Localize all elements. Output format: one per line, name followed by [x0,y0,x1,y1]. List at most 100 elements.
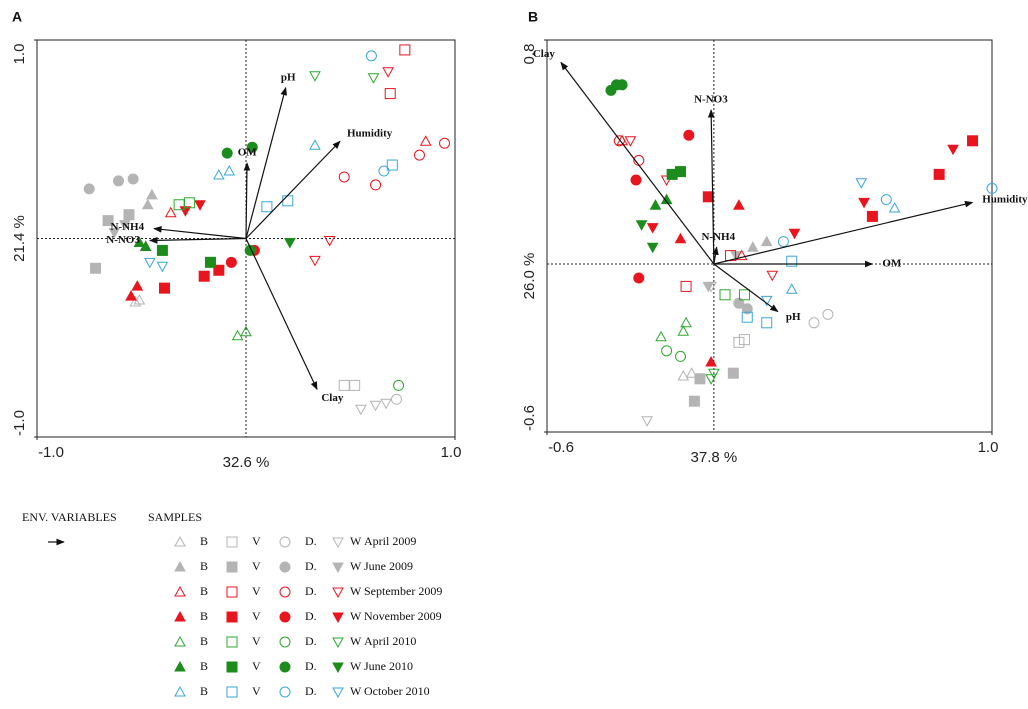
variable-arrow [713,263,779,313]
sample-point [156,244,168,256]
sample-point [947,144,959,156]
sample-point [231,329,244,341]
legend-symbol [174,560,186,572]
sample-point [284,237,296,249]
sample-point [221,147,233,159]
sample-point [677,325,690,336]
sample-point [866,210,878,222]
sample-point [349,379,361,391]
sample-point [855,178,868,189]
legend-period: June 2009 [364,559,413,573]
sample-point [113,175,125,187]
sample-point [125,290,137,301]
sample-point [685,367,698,378]
legend-marker-label: V [252,684,261,698]
sample-point [131,280,144,291]
legend-marker-label: D. [305,634,317,648]
sample-point [141,198,154,210]
sample-point [386,159,398,171]
sample-point [675,350,686,362]
legend-marker-label: B [200,534,208,548]
legend-marker-label: D. [305,609,317,623]
y-axis-label: 26.0 % [521,253,538,300]
sample-point [674,232,687,244]
sample-point [967,135,979,147]
legend-symbol [226,586,238,598]
x-axis-label: 37.8 % [691,449,738,466]
sample-point [741,303,753,315]
sample-point [641,416,653,427]
variable-label: N-NH4 [110,221,144,233]
legend-marker-label: V [252,559,261,573]
legend-marker-label: B [200,584,208,598]
sample-point [933,168,945,180]
legend-period: November 2009 [364,609,442,623]
legend-marker-label: B [200,559,208,573]
sample-point [738,334,750,346]
sample-point [378,165,390,177]
sample-point [212,168,225,180]
legend-symbol [279,636,291,648]
sample-point [108,228,121,239]
sample-point [746,241,759,252]
sample-point [309,255,321,267]
sample-point [384,88,396,100]
legend-period: June 2010 [364,659,413,673]
legend-symbol [279,686,291,698]
variable-arrow [713,200,974,265]
sample-point [785,283,798,294]
variable-label: pH [786,311,801,323]
sample-point [655,330,667,342]
sample-point [127,173,139,185]
legend-symbol [332,562,344,574]
sample-point [705,374,717,385]
variable-label: N-NO3 [106,234,140,246]
sample-point [338,379,350,391]
legend-marker-label: V [252,634,261,648]
variable-label: N-NO3 [694,94,728,106]
sample-point [370,179,382,191]
sample-point [164,206,177,218]
sample-point [179,206,192,217]
variable-label: Clay [533,48,556,60]
sample-point [380,398,392,410]
sample-point [282,195,294,207]
variable-label: OM [238,147,258,159]
sample-point [194,200,206,211]
sample-point [158,282,170,294]
sample-point [661,345,673,357]
legend-marker-label: W [350,684,362,698]
sample-point [727,367,739,379]
sample-point [633,272,645,284]
sample-point [635,220,648,231]
sample-point [225,256,237,268]
legend-symbol [332,662,344,674]
sample-point [399,44,411,56]
legend-marker-label: W [350,659,362,673]
sample-point [365,50,377,62]
sample-point [90,262,102,274]
sample-point [735,249,748,261]
sample-point [123,209,135,221]
y-tick-label: -0.6 [521,405,538,431]
variable-label: Humidity [982,194,1028,206]
sample-point [788,228,801,240]
sample-point [675,166,686,178]
variable-label: Clay [321,392,344,404]
sample-point [367,73,380,84]
sample-point [369,400,382,412]
legend-env-title: ENV. VARIABLES [22,510,117,524]
legend-symbol [174,610,186,622]
legend-marker-label: D. [305,584,317,598]
sample-point [858,197,870,209]
legend-marker-label: W [350,634,362,648]
plot-frame [546,39,993,433]
sample-point [777,236,789,248]
sample-point [705,355,717,367]
sample-point [419,135,432,146]
variable-arrow [707,109,715,265]
legend-marker-label: W [350,534,362,548]
sample-point [649,199,662,210]
sample-point [880,194,892,206]
sample-point [630,174,642,186]
